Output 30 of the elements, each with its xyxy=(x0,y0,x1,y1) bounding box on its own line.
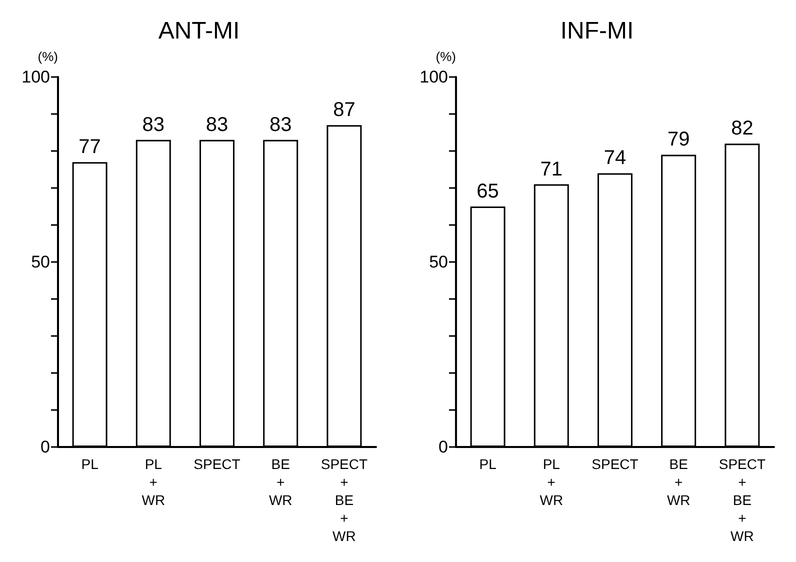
y-tick-label: 100 xyxy=(22,68,50,86)
y-tick-label: 100 xyxy=(420,68,448,86)
y-axis-title: (%) xyxy=(38,49,58,64)
x-tick-label: PL + WR xyxy=(540,456,564,508)
y-tick-label: 50 xyxy=(429,252,448,272)
x-tick-label: PL xyxy=(81,456,99,472)
data-label: 77 xyxy=(78,136,101,158)
data-label: 79 xyxy=(667,128,690,151)
y-tick-label: 50 xyxy=(31,252,50,272)
data-label: 71 xyxy=(540,158,563,180)
x-tick-label: SPECT xyxy=(194,456,241,472)
chart-title: INF-MI xyxy=(560,18,634,44)
data-label: 74 xyxy=(604,147,626,170)
x-tick-label: BE + WR xyxy=(268,456,292,508)
x-tick-label: PL + WR xyxy=(142,456,166,508)
x-tick-label: PL xyxy=(479,456,497,472)
chart-title: ANT-MI xyxy=(158,18,240,44)
data-label: 87 xyxy=(333,99,356,122)
x-tick-label: SPECT + BE + WR xyxy=(718,456,766,544)
y-tick-label: 0 xyxy=(40,438,50,456)
x-tick-label: SPECT + BE + WR xyxy=(320,456,368,544)
data-label: 65 xyxy=(476,180,499,202)
x-tick-label: SPECT xyxy=(592,456,639,472)
data-label: 83 xyxy=(269,114,292,136)
data-label: 83 xyxy=(206,114,228,136)
y-axis-title: (%) xyxy=(436,49,456,64)
y-tick-label: 0 xyxy=(438,438,448,456)
data-label: 83 xyxy=(142,114,165,136)
x-tick-label: BE + WR xyxy=(666,456,690,508)
data-label: 82 xyxy=(731,118,754,140)
